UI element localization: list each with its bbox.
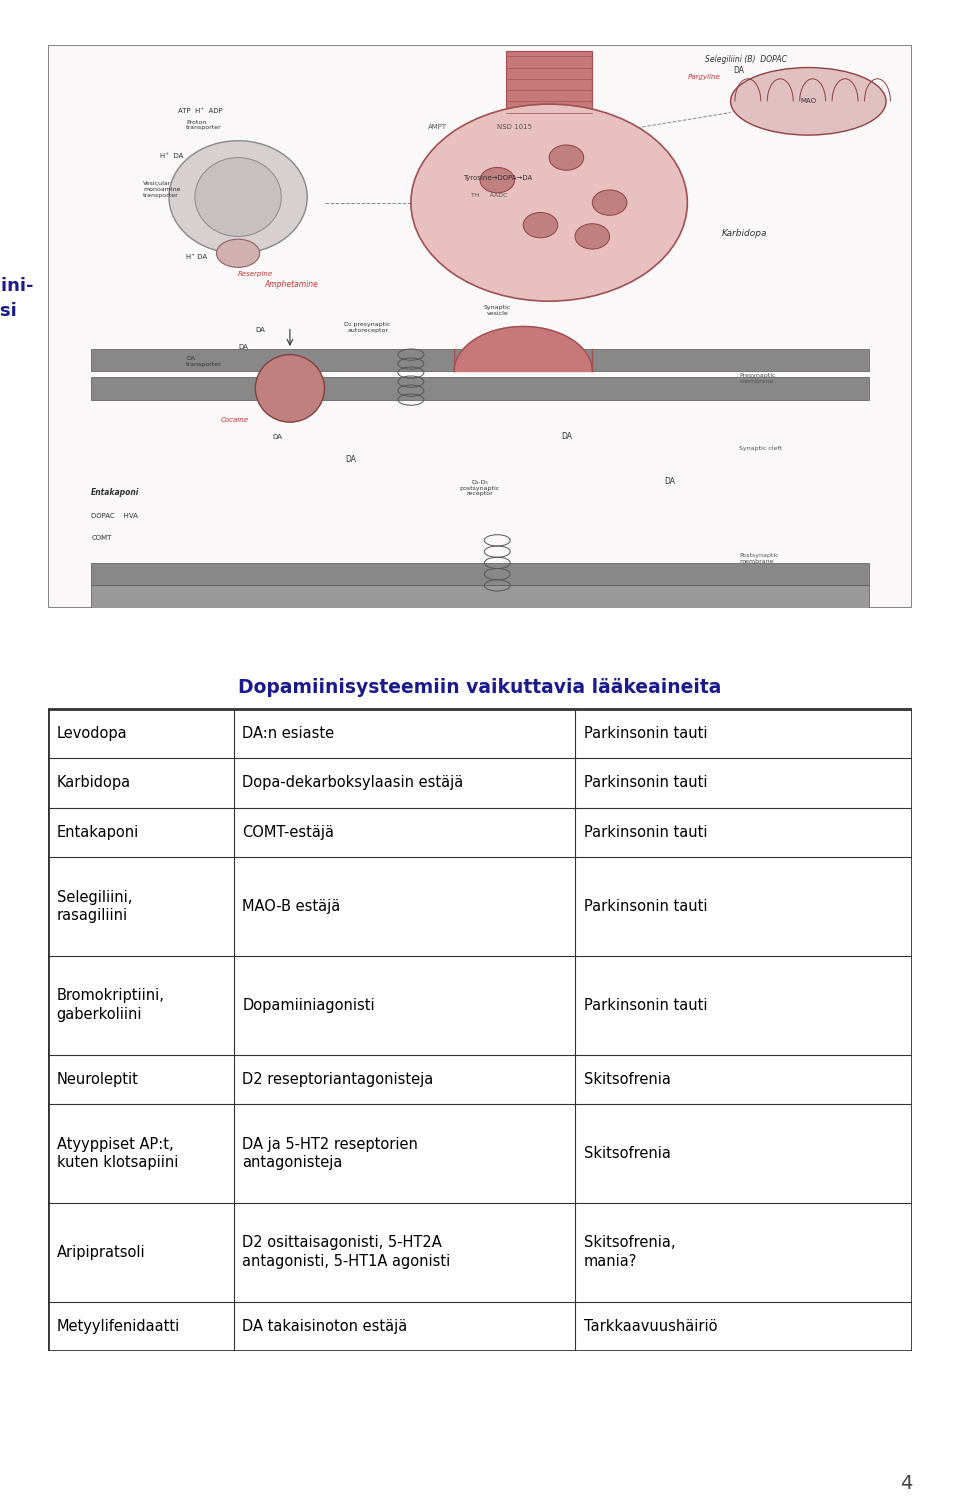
Ellipse shape — [255, 354, 324, 422]
Text: Cocaine: Cocaine — [221, 417, 249, 423]
Text: Skitsofrenia: Skitsofrenia — [584, 1145, 670, 1160]
Ellipse shape — [480, 168, 515, 192]
Text: Karbidopa: Karbidopa — [57, 776, 131, 791]
Text: Entakaponi: Entakaponi — [57, 824, 139, 839]
Text: 4: 4 — [900, 1474, 912, 1493]
Text: NSD 1015: NSD 1015 — [497, 125, 532, 131]
Ellipse shape — [731, 68, 886, 135]
Text: Tarkkaavuushäiriö: Tarkkaavuushäiriö — [584, 1319, 717, 1334]
Text: Dopamiinisysteemiin vaikuttavia lääkeaineita: Dopamiinisysteemiin vaikuttavia lääkeain… — [238, 678, 722, 696]
Text: Synaptic cleft: Synaptic cleft — [739, 446, 782, 452]
Text: Bromokriptiini,
gaberkoliini: Bromokriptiini, gaberkoliini — [57, 988, 164, 1022]
Text: Proton
transporter: Proton transporter — [186, 120, 222, 131]
Text: Pargyline: Pargyline — [687, 74, 720, 80]
Ellipse shape — [592, 191, 627, 215]
Text: Vesicular
monoamine
transporter: Vesicular monoamine transporter — [143, 182, 180, 198]
Text: ATP  H⁺  ADP: ATP H⁺ ADP — [178, 108, 223, 114]
Ellipse shape — [523, 213, 558, 237]
Text: D₁-D₅
postsynaptic
receptor: D₁-D₅ postsynaptic receptor — [460, 480, 500, 497]
Ellipse shape — [217, 239, 260, 267]
Text: DA
transporter: DA transporter — [186, 356, 222, 366]
Text: Selegiliini,
rasagiliini: Selegiliini, rasagiliini — [57, 890, 132, 923]
Text: AMPT: AMPT — [428, 125, 447, 131]
Bar — [91, 377, 869, 399]
Text: H⁺ DA: H⁺ DA — [186, 254, 207, 260]
Bar — [91, 563, 869, 585]
Bar — [506, 51, 592, 119]
Text: COMT-estäjä: COMT-estäjä — [243, 824, 334, 839]
Text: D2 osittaisagonisti, 5-HT2A
antagonisti, 5-HT1A agonisti: D2 osittaisagonisti, 5-HT2A antagonisti,… — [243, 1235, 450, 1268]
Text: Synaptic
vesicle: Synaptic vesicle — [484, 305, 511, 317]
Bar — [91, 348, 869, 371]
Text: DA: DA — [345, 455, 356, 464]
Text: Reserpine: Reserpine — [238, 270, 274, 276]
Text: Neuroleptit: Neuroleptit — [57, 1072, 138, 1087]
Text: D₂ presynaptic
autoreceptor: D₂ presynaptic autoreceptor — [345, 323, 391, 333]
Text: Parkinsonin tauti: Parkinsonin tauti — [584, 899, 708, 914]
Ellipse shape — [575, 224, 610, 249]
Text: DA: DA — [733, 66, 745, 75]
Text: Parkinsonin tauti: Parkinsonin tauti — [584, 726, 708, 741]
Text: Dopamiiniagonisti: Dopamiiniagonisti — [243, 998, 375, 1013]
Text: Parkinsonin tauti: Parkinsonin tauti — [584, 824, 708, 839]
Text: Aripipratsoli: Aripipratsoli — [57, 1244, 145, 1259]
Bar — [91, 585, 869, 608]
Text: Entakaponi: Entakaponi — [91, 488, 139, 497]
Ellipse shape — [169, 141, 307, 254]
Text: Dopa-dekarboksylaasin estäjä: Dopa-dekarboksylaasin estäjä — [243, 776, 464, 791]
Text: DOPAC    HVA: DOPAC HVA — [91, 513, 138, 519]
Text: MAO-B estäjä: MAO-B estäjä — [243, 899, 341, 914]
Text: Karbidopa: Karbidopa — [722, 230, 767, 239]
Text: Dopamiini-
synapsi: Dopamiini- synapsi — [0, 276, 34, 320]
Text: Atyyppiset AP:t,
kuten klotsapiini: Atyyppiset AP:t, kuten klotsapiini — [57, 1136, 178, 1171]
Text: DA: DA — [561, 432, 572, 441]
Text: Postsynaptic
membrane: Postsynaptic membrane — [739, 552, 779, 564]
Text: DA: DA — [255, 327, 265, 333]
Ellipse shape — [195, 158, 281, 236]
Text: DA: DA — [664, 477, 676, 486]
Text: Parkinsonin tauti: Parkinsonin tauti — [584, 776, 708, 791]
Text: DA ja 5-HT2 reseptorien
antagonisteja: DA ja 5-HT2 reseptorien antagonisteja — [243, 1136, 419, 1171]
Text: Presynaptic
membrane: Presynaptic membrane — [739, 372, 776, 384]
Text: Levodopa: Levodopa — [57, 726, 128, 741]
Text: Parkinsonin tauti: Parkinsonin tauti — [584, 998, 708, 1013]
Text: TH     AADC: TH AADC — [471, 194, 508, 198]
Ellipse shape — [549, 146, 584, 170]
Text: Metyylifenidaatti: Metyylifenidaatti — [57, 1319, 180, 1334]
Text: DA: DA — [273, 434, 282, 440]
Text: DA: DA — [238, 344, 248, 350]
Text: Tyrosine→DOPA→DA: Tyrosine→DOPA→DA — [463, 176, 532, 182]
Text: H⁺  DA: H⁺ DA — [160, 153, 183, 159]
Text: COMT: COMT — [91, 536, 111, 542]
Polygon shape — [454, 327, 592, 371]
Text: Skitsofrenia,
mania?: Skitsofrenia, mania? — [584, 1235, 675, 1268]
Text: MAO: MAO — [801, 99, 816, 104]
Text: DA:n esiaste: DA:n esiaste — [243, 726, 334, 741]
Text: D2 reseptoriantagonisteja: D2 reseptoriantagonisteja — [243, 1072, 434, 1087]
Text: Skitsofrenia: Skitsofrenia — [584, 1072, 670, 1087]
Text: DA takaisinoton estäjä: DA takaisinoton estäjä — [243, 1319, 408, 1334]
Text: Amphetamine: Amphetamine — [264, 281, 318, 290]
Text: Selegiliini (B)  DOPAC: Selegiliini (B) DOPAC — [705, 56, 786, 65]
Ellipse shape — [411, 104, 687, 302]
